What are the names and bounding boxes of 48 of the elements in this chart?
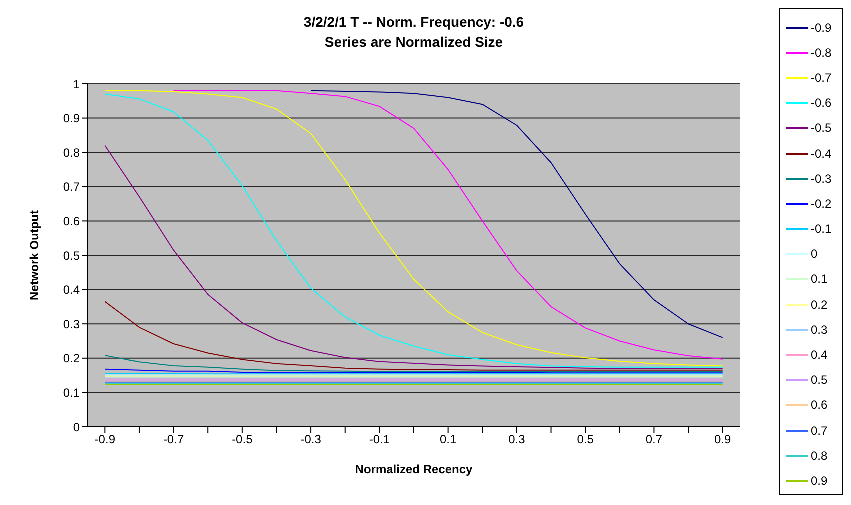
y-tick-label: 0.4 bbox=[63, 283, 80, 298]
legend-label: 0.6 bbox=[811, 398, 828, 412]
y-tick-label: 0.9 bbox=[63, 112, 80, 126]
legend-label: 0 bbox=[811, 247, 818, 262]
legend-label: -0.2 bbox=[811, 196, 832, 211]
legend-label: 0.5 bbox=[811, 373, 828, 388]
x-tick-label: -0.9 bbox=[94, 432, 116, 447]
y-tick-label: 0.1 bbox=[63, 386, 80, 400]
legend-label: -0.6 bbox=[811, 96, 832, 110]
legend-label: 0.1 bbox=[811, 272, 828, 286]
x-tick-label: -0.7 bbox=[163, 432, 184, 447]
x-tick-label: -0.1 bbox=[369, 432, 390, 447]
x-axis-title: Normalized Recency bbox=[355, 462, 474, 477]
x-tick-label: 0.3 bbox=[508, 432, 526, 447]
y-tick-label: 0.3 bbox=[63, 317, 80, 332]
legend-label: 0.7 bbox=[811, 424, 828, 438]
legend-label: 0.3 bbox=[811, 322, 828, 337]
legend-label: 0.2 bbox=[811, 298, 828, 312]
x-tick-label: 0.5 bbox=[577, 432, 594, 447]
line-series bbox=[104, 145, 724, 370]
legend-label: -0.1 bbox=[811, 222, 832, 236]
legend-label: 0.9 bbox=[811, 474, 828, 488]
chart-subtitle: Series are Normalized Size bbox=[324, 34, 504, 50]
y-tick-label: 0.6 bbox=[63, 214, 80, 228]
x-tick-label: -0.5 bbox=[232, 432, 254, 447]
legend-label: -0.4 bbox=[811, 146, 832, 161]
chart-title: 3/2/2/1 T -- Norm. Frequency: -0.6 bbox=[304, 14, 524, 30]
line-series bbox=[104, 355, 724, 372]
y-tick-label: 0.5 bbox=[63, 248, 80, 263]
legend-label: -0.7 bbox=[811, 70, 832, 85]
y-tick-label: 0.8 bbox=[63, 146, 80, 160]
legend-label: -0.9 bbox=[811, 20, 832, 35]
x-tick-label: 0.1 bbox=[440, 432, 457, 447]
y-tick-label: 0.7 bbox=[63, 180, 80, 194]
line-series bbox=[310, 90, 724, 338]
legend-label: 0.4 bbox=[811, 348, 828, 362]
y-tick-label: 1 bbox=[73, 77, 80, 92]
legend-label: -0.8 bbox=[811, 46, 832, 60]
y-tick-label: 0.2 bbox=[63, 352, 80, 366]
x-tick-label: 0.7 bbox=[646, 432, 663, 447]
legend-label: -0.3 bbox=[811, 172, 832, 186]
legend-label: -0.5 bbox=[811, 121, 832, 136]
x-tick-label: 0.9 bbox=[714, 432, 732, 447]
y-axis-title: Network Output bbox=[27, 210, 42, 300]
legend-label: 0.8 bbox=[811, 448, 828, 463]
x-tick-label: -0.3 bbox=[300, 432, 322, 447]
line-series bbox=[104, 301, 724, 371]
y-tick-label: 0 bbox=[73, 420, 80, 434]
